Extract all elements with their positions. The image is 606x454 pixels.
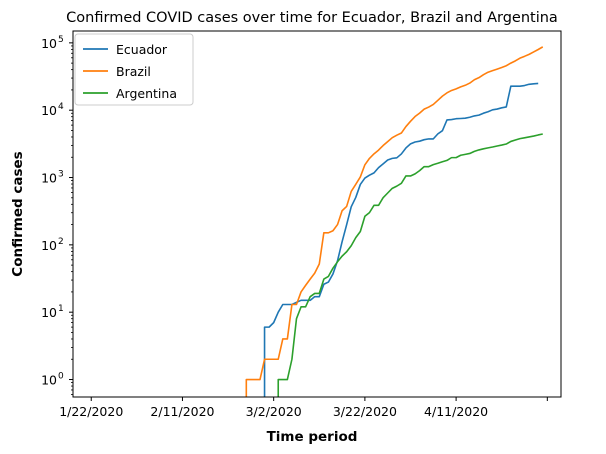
y-tick-exponent: 2 xyxy=(58,237,64,247)
legend: Ecuador Brazil Argentina xyxy=(74,33,194,106)
y-tick-base: 10 xyxy=(41,36,57,51)
y-tick-label: 10 xyxy=(41,373,57,388)
y-tick-exponent: 3 xyxy=(58,170,64,180)
y-tick-label: 10 xyxy=(41,305,57,320)
legend-label-brazil: Brazil xyxy=(116,64,151,79)
series-line-ecuador xyxy=(263,82,539,397)
x-tick-label: 3/2/2020 xyxy=(246,404,302,419)
chart-title: Confirmed COVID cases over time for Ecua… xyxy=(66,10,558,26)
y-tick-label: 10 xyxy=(41,36,57,51)
y-tick-base: 10 xyxy=(41,305,57,320)
series-line-brazil xyxy=(245,46,544,397)
y-tick-label: 10 xyxy=(41,238,57,253)
x-tick-label: 4/11/2020 xyxy=(424,404,488,419)
y-tick-exponent: 4 xyxy=(58,102,64,112)
y-tick-base: 10 xyxy=(41,373,57,388)
y-axis-label: Confirmed cases xyxy=(10,151,26,276)
x-axis-label: Time period xyxy=(267,429,358,445)
y-tick-label: 10 xyxy=(41,103,57,118)
plot-frame xyxy=(72,30,562,398)
y-tick-base: 10 xyxy=(41,238,57,253)
y-tick-label: 10 xyxy=(41,171,57,186)
y-tick-exponent: 5 xyxy=(58,35,64,45)
y-tick-base: 10 xyxy=(41,171,57,186)
legend-label-argentina: Argentina xyxy=(116,86,177,101)
legend-label-ecuador: Ecuador xyxy=(116,42,168,57)
series-group xyxy=(245,46,544,397)
legend-box xyxy=(74,33,194,106)
series-line-argentina xyxy=(277,133,543,397)
x-tick-label: 2/11/2020 xyxy=(150,404,214,419)
y-tick-exponent: 1 xyxy=(58,304,64,314)
y-tick-base: 10 xyxy=(41,103,57,118)
x-axis: 1/22/2020 2/11/2020 3/2/2020 3/22/2020 4/11/… xyxy=(59,397,548,419)
y-tick-exponent: 0 xyxy=(58,372,64,382)
x-tick-label: 3/22/2020 xyxy=(333,404,397,419)
x-tick-label: 1/22/2020 xyxy=(59,404,123,419)
